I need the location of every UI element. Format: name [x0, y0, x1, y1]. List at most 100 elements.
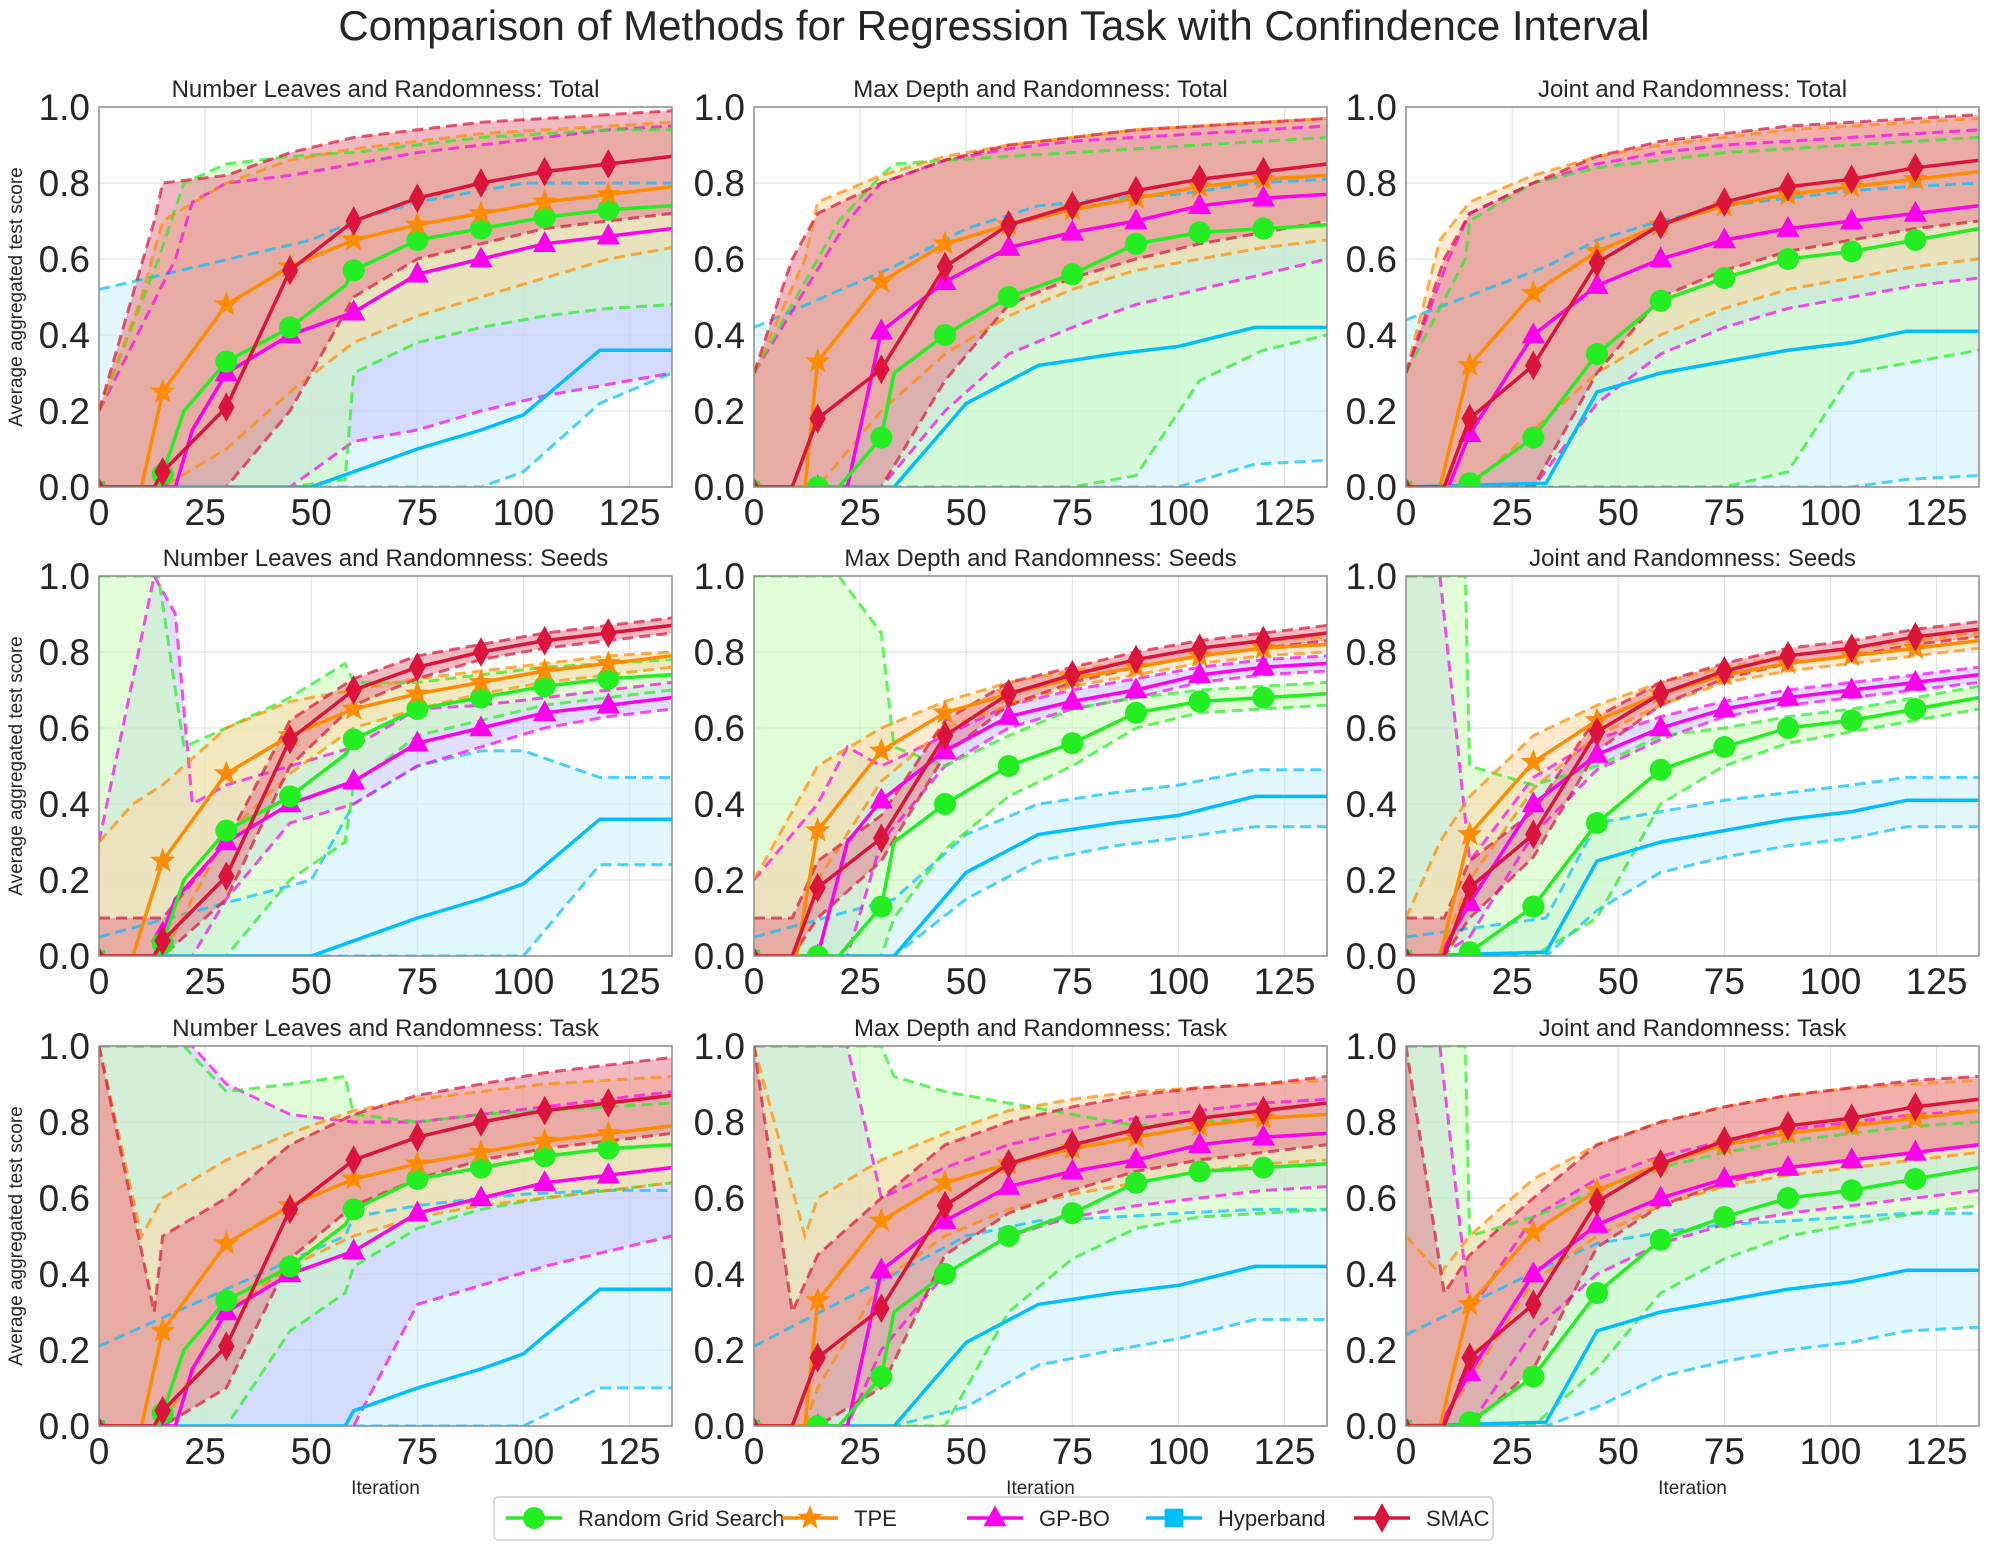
x-tick-label: 50: [291, 1431, 332, 1472]
marker-smac: [218, 1331, 235, 1362]
bound-hi-smac: [99, 109, 672, 412]
x-tick-label: 125: [1906, 1431, 1968, 1472]
marker-smac: [472, 168, 490, 198]
x-tick-label: 100: [493, 1431, 555, 1472]
marker-random-grid-search: [279, 785, 301, 808]
x-tick-label: 50: [291, 492, 332, 533]
marker-smac: [754, 1416, 760, 1426]
band-hyperband: [1406, 777, 1979, 956]
marker-random-grid-search: [1840, 1179, 1863, 1202]
marker-tpe: [868, 737, 894, 762]
markers-smac: [754, 1095, 1272, 1426]
marker-tpe: [868, 268, 894, 293]
bound-lo-smac: [754, 639, 1327, 956]
y-tick-label: 0.4: [694, 1254, 745, 1295]
x-tick-label: 50: [1598, 1431, 1639, 1472]
panel-title: Max Depth and Randomness: Total: [853, 76, 1227, 103]
marker-tpe: [1520, 280, 1546, 304]
bound-lo-gp-bo: [754, 257, 1327, 487]
marker-random-grid-search: [1649, 1228, 1672, 1251]
legend-item-tpe: TPE: [782, 1504, 897, 1531]
marker-tpe: [468, 200, 494, 225]
marker-smac: [1127, 175, 1145, 206]
line-hyperband: [99, 1287, 672, 1426]
bound-hi-smac: [1406, 113, 1979, 374]
marker-smac: [472, 1107, 490, 1137]
marker-random-grid-search: [215, 350, 238, 373]
y-tick-label: 0.0: [694, 936, 745, 977]
panel-title: Max Depth and Randomness: Task: [854, 1015, 1228, 1042]
marker-smac: [1907, 621, 1924, 652]
marker-tpe: [805, 1287, 831, 1312]
y-tick-label: 0.2: [39, 1330, 90, 1371]
marker-gp-bo: [1712, 696, 1736, 718]
marker-smac: [1000, 209, 1017, 240]
panel-title: Number Leaves and Randomness: Total: [172, 76, 600, 103]
marker-smac: [1652, 1148, 1669, 1179]
marker-random-grid-search: [870, 426, 893, 449]
marker-smac: [99, 1416, 105, 1426]
marker-tpe: [404, 680, 430, 705]
marker-tpe: [932, 699, 958, 724]
marker-random-grid-search: [1840, 240, 1863, 263]
x-tick-label: 125: [1906, 961, 1968, 1002]
x-tick-label: 100: [1148, 1431, 1210, 1472]
bound-lo-hyperband: [1406, 825, 1979, 956]
panel-1: Number Leaves and Randomness: Total 0 25 50…: [6, 76, 673, 533]
band-random-grid-search: [754, 576, 1327, 956]
x-tick-label: 125: [599, 492, 661, 533]
marker-smac: [1716, 1126, 1733, 1156]
marker-random-grid-search: [997, 286, 1020, 308]
marker-smac: [1588, 1186, 1606, 1217]
marker-random-grid-search: [406, 1168, 429, 1190]
bound-hi-gp-bo: [754, 124, 1327, 374]
y-tick-label: 0.8: [694, 632, 745, 673]
y-tick-label: 1.0: [39, 87, 90, 128]
panel-title: Number Leaves and Randomness: Seeds: [163, 545, 609, 572]
markers-random-grid-search: [754, 1156, 1275, 1426]
marker-smac: [218, 392, 235, 423]
bound-lo-hyperband: [754, 825, 1327, 956]
marker-tpe: [1457, 821, 1483, 846]
bound-lo-random-grid-search: [754, 703, 1327, 956]
y-tick-label: 0.0: [39, 1406, 90, 1447]
line-hyperband: [754, 325, 1327, 487]
marker-smac: [1461, 1342, 1478, 1373]
marker-gp-bo: [1712, 1166, 1736, 1188]
marker-gp-bo: [1124, 208, 1148, 230]
marker-smac: [1588, 716, 1606, 747]
marker-tpe: [595, 181, 621, 206]
marker-gp-bo: [596, 1162, 620, 1184]
marker-tpe: [341, 1165, 367, 1190]
marker-smac: [936, 1190, 954, 1221]
marker-random-grid-search: [1458, 1411, 1481, 1426]
x-axis-label: Iteration: [1006, 1478, 1075, 1499]
marker-gp-bo: [1251, 185, 1275, 207]
y-tick-label: 0.4: [39, 784, 90, 825]
marker-tpe: [341, 226, 367, 251]
marker-smac: [1406, 477, 1412, 487]
y-tick-label: 0.8: [694, 1102, 745, 1143]
bound-lo-random-grid-search: [1406, 707, 1979, 956]
marker-gp-bo: [869, 1257, 893, 1279]
marker-random-grid-search: [934, 324, 956, 346]
marker-smac: [1779, 640, 1797, 671]
plot-content: [99, 576, 672, 956]
x-tick-label: 100: [493, 961, 555, 1002]
marker-gp-bo: [1649, 715, 1673, 737]
marker-tpe: [805, 817, 831, 842]
plot-content: [1406, 113, 1979, 487]
marker-smac: [1652, 678, 1669, 709]
y-axis-label: Average aggregated test score: [6, 1106, 27, 1366]
x-tick-label: 50: [946, 492, 987, 533]
marker-smac: [1406, 1416, 1412, 1426]
y-tick-label: 0.2: [694, 1330, 745, 1371]
bound-lo-random-grid-search: [1406, 1204, 1979, 1426]
y-tick-label: 0.4: [1346, 784, 1397, 825]
band-tpe: [1406, 633, 1979, 956]
y-tick-label: 0.4: [694, 784, 745, 825]
band-smac: [754, 1046, 1327, 1426]
x-tick-label: 75: [1052, 1431, 1093, 1472]
panel-8: Max Depth and Randomness: Task 0 25 50 75 100…: [694, 1015, 1328, 1499]
plot-frame: [753, 106, 1328, 488]
